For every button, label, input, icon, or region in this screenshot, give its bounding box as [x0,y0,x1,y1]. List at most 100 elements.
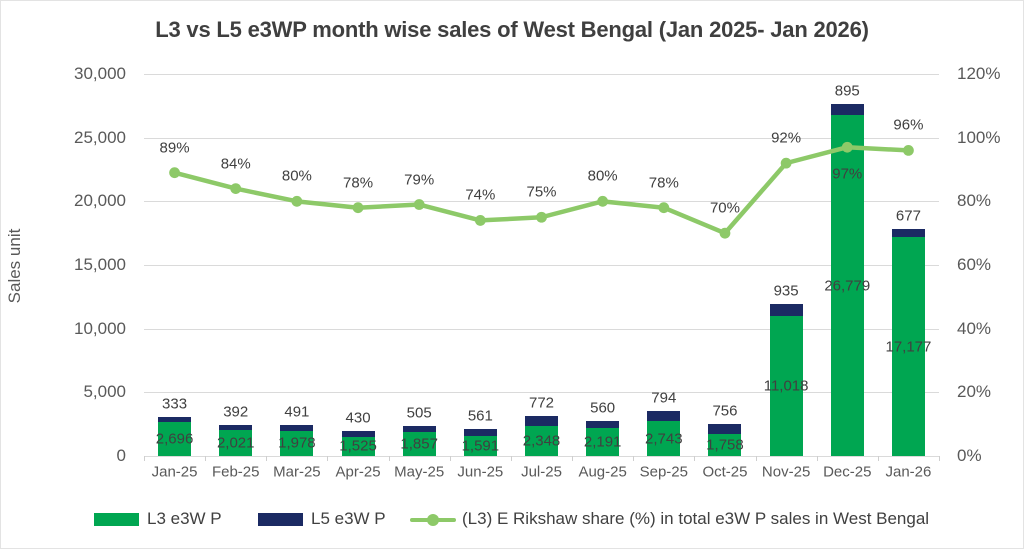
x-axis-tick [144,456,145,461]
y-left-tick-label: 15,000 [74,255,126,274]
l3-data-label: 2,021 [216,434,255,452]
x-axis-label: Dec-25 [823,463,872,481]
y-left-tick-label: 20,000 [74,191,126,211]
bar-l3-segment [463,435,497,456]
y-right-tick-label: 20% [957,382,992,402]
x-axis-label: Apr-25 [335,463,381,481]
share-point [536,211,547,223]
bar-l5-segment [341,431,375,437]
l5-data-label: 677 [895,207,921,225]
x-axis-tick [266,456,268,461]
share-point [352,202,364,214]
x-axis-label: Mar-25 [273,463,321,481]
l5-data-label: 560 [590,399,616,417]
x-axis-tick [327,456,329,461]
share-point [841,141,853,153]
x-axis-label: May-25 [394,463,445,481]
x-axis-tick [449,456,451,461]
bar-l5-segment [769,303,803,316]
share-point [597,195,609,207]
x-axis-label: Feb-25 [211,463,260,481]
l3-data-label: 1,857 [400,435,438,453]
share-data-label: 78% [648,174,679,192]
l5-data-label: 895 [834,82,860,100]
y-right-tick-label: 0% [957,446,982,465]
l3-data-label: 1,591 [461,437,500,455]
bar-l3-segment [769,315,803,456]
legend-item-share: (L3) E Rikshaw share (%) in total e3W P … [410,505,929,533]
l5-data-label: 756 [712,402,738,420]
l3-data-label: 2,743 [645,430,683,448]
l5-data-label: 772 [528,394,555,412]
bar-l5-segment [647,410,681,422]
legend-item-l3: L3 e3W P [94,505,222,533]
l5-data-label: 505 [406,404,432,422]
gridline [144,456,939,457]
x-axis-label: Aug-25 [578,463,627,481]
l3-data-label: 1,525 [339,437,377,455]
l3-data-label: 26,779 [824,277,871,294]
share-point [474,215,486,226]
bar-l5-segment [402,425,436,433]
share-data-label: 78% [343,174,374,192]
l3-data-label: 11,018 [763,377,809,395]
chart-title: L3 vs L5 e3WP month wise sales of West B… [155,17,869,42]
share-data-label: 80% [587,167,618,185]
l5-data-label: 333 [162,395,188,413]
bar-l5-segment [158,417,192,422]
bar-l5-segment [586,420,620,429]
legend-item-l5: L5 e3W P [258,505,386,533]
x-axis-label: Oct-25 [702,463,748,481]
gridline [144,392,939,394]
x-axis-tick [877,456,879,461]
gridline [144,265,939,266]
l3-data-label: 2,191 [583,433,622,451]
bar-l3-segment [341,436,375,456]
x-axis-tick [388,456,390,461]
bar-l3-segment [586,428,620,456]
x-axis-label: Sep-25 [639,463,688,481]
l5-data-label: 935 [773,282,799,300]
share-point [719,227,731,239]
l3-legend-swatch [94,512,139,526]
y-left-tick-label: 5,000 [83,382,126,402]
share-data-label: 80% [281,167,312,185]
bar-l3-segment [219,430,253,456]
y-left-tick-label: 10,000 [74,318,126,338]
share-point [658,202,670,214]
x-axis-tick [572,456,574,461]
x-axis-tick [755,456,757,461]
gridline [144,201,939,203]
x-axis-label: Jun-25 [457,463,504,481]
bar-l3-segment [525,426,558,456]
x-axis-tick [694,456,696,461]
chart-legend: L3 e3W P L5 e3W P (L3) E Rikshaw share (… [1,505,1023,533]
share-data-label: 96% [893,116,924,134]
x-axis-label: Jan-25 [151,463,198,481]
y-right-tick-label: 40% [957,318,992,338]
share-point [291,195,303,207]
l5-data-label: 430 [345,409,371,427]
bar-l3-segment [158,421,192,456]
share-data-label: 75% [526,183,557,201]
share-point [780,157,792,169]
bar-l5-segment [525,416,558,427]
gridline [144,328,939,330]
share-legend-label: (L3) E Rikshaw share (%) in total e3W P … [462,509,930,528]
x-axis-tick [510,456,512,461]
share-point [903,145,914,156]
share-data-label: 70% [709,199,740,217]
bar-l5-segment [830,103,864,115]
l5-data-label: 491 [284,403,310,421]
gridline [144,74,939,75]
share-data-label: 89% [159,139,190,157]
y-right-tick-label: 100% [957,127,1001,147]
share-point [169,167,180,179]
x-axis-tick [633,456,635,461]
y-right-tick-label: 120% [957,64,1001,83]
bar-l5-segment [219,425,253,431]
bar-l3-segment [402,432,436,456]
l5-legend-label: L5 e3W P [311,509,386,528]
